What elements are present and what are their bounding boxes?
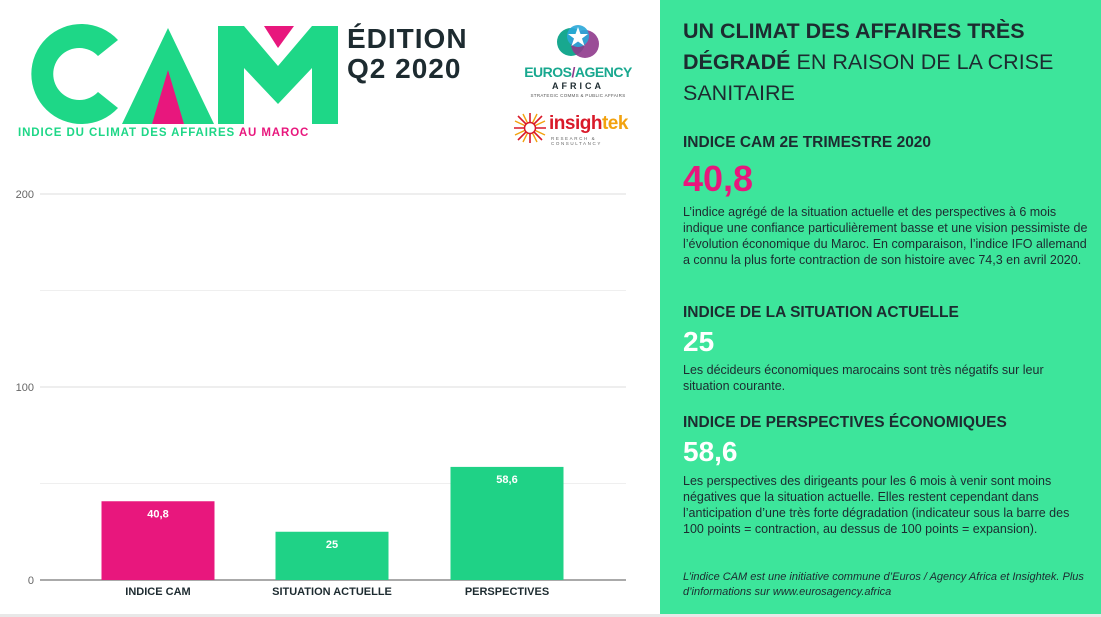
section-text-cam: L’indice agrégé de la situation actuelle… xyxy=(683,205,1088,267)
euros-agency-tagline: STRATEGIC COMMS & PUBLIC AFFAIRS xyxy=(530,93,626,98)
logo-letter-c xyxy=(31,23,118,124)
euros-agency-name: EUROS/AGENCY xyxy=(524,64,632,80)
panel-footnote: L’indice CAM est une initiative commune … xyxy=(683,571,1084,598)
insightek-sun-icon xyxy=(514,113,546,143)
bar xyxy=(101,501,215,580)
cam-logo xyxy=(31,23,338,124)
edition-line1: ÉDITION xyxy=(347,23,468,54)
bar-value-label: 40,8 xyxy=(147,508,168,520)
bar-value-label: 58,6 xyxy=(496,474,517,486)
left-panel: INDICE DU CLIMAT DES AFFAIRES AU MAROC É… xyxy=(15,22,641,598)
section-text-perspectives: Les perspectives des dirigeants pour les… xyxy=(683,474,1070,536)
section-text-situation: Les décideurs économiques marocains sont… xyxy=(683,363,1044,393)
section-value-situation: 25 xyxy=(683,326,715,357)
logo-letter-a-inner xyxy=(152,70,184,124)
logo-tagline: INDICE DU CLIMAT DES AFFAIRES AU MAROC xyxy=(18,127,310,139)
section-value-cam: 40,8 xyxy=(683,158,754,199)
euros-agency-logo: EUROS/AGENCY AFRICA STRATEGIC COMMS & PU… xyxy=(518,22,638,102)
bar-value-label: 25 xyxy=(326,539,338,551)
euros-agency-sub: AFRICA xyxy=(552,81,604,91)
y-tick-label: 100 xyxy=(16,382,34,394)
logo-letter-m-accent xyxy=(264,26,294,48)
logo-letter-m xyxy=(218,26,338,124)
panel-title: UN CLIMAT DES AFFAIRES TRÈS DÉGRADÉ EN R… xyxy=(683,16,1088,109)
bar-chart: 0 100 200 40,8 INDICE CAM 25 SITUATION ACTUELL… xyxy=(16,189,626,598)
section-value-perspectives: 58,6 xyxy=(683,436,738,467)
edition-label: ÉDITION Q2 2020 xyxy=(347,24,468,84)
bar xyxy=(275,531,389,580)
panel-title-bold: UN CLIMAT DES AFFAIRES TRÈS DÉGRADÉ xyxy=(683,19,1025,74)
edition-line2: Q2 2020 xyxy=(347,53,462,84)
x-tick-label: SITUATION ACTUELLE xyxy=(272,586,392,598)
section-heading-perspectives: INDICE DE PERSPECTIVES ÉCONOMIQUES xyxy=(683,414,1007,431)
insightek-tagline: RESEARCH & CONSULTANCY xyxy=(551,136,602,146)
y-tick-label: 0 xyxy=(28,575,34,587)
right-panel: UN CLIMAT DES AFFAIRES TRÈS DÉGRADÉ EN R… xyxy=(660,0,1101,617)
x-tick-label: PERSPECTIVES xyxy=(465,586,549,598)
bottom-divider xyxy=(0,614,1101,617)
y-tick-label: 200 xyxy=(16,189,34,201)
insightek-logo: insightek RESEARCH & CONSULTANCY xyxy=(511,112,641,146)
insightek-name: insightek xyxy=(549,113,628,134)
section-heading-situation: INDICE DE LA SITUATION ACTUELLE xyxy=(683,304,959,321)
panel-title-rest: EN RAISON DE LA CRISE SANITAIRE xyxy=(683,50,1054,105)
euros-agency-emblem-icon xyxy=(557,25,599,58)
bar xyxy=(450,466,564,580)
section-heading-cam: INDICE CAM 2E TRIMESTRE 2020 xyxy=(683,134,932,151)
tagline-accent: AU MAROC xyxy=(238,127,310,139)
x-tick-label: INDICE CAM xyxy=(125,586,190,598)
